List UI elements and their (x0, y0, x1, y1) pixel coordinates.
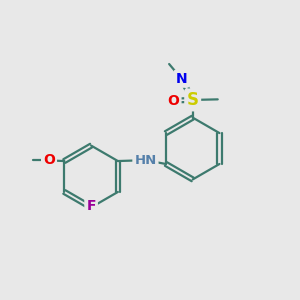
Text: HN: HN (134, 154, 157, 167)
Text: S: S (187, 91, 199, 109)
Text: F: F (86, 199, 96, 213)
Text: O: O (168, 94, 179, 107)
Text: N: N (176, 72, 187, 86)
Text: O: O (43, 154, 55, 167)
